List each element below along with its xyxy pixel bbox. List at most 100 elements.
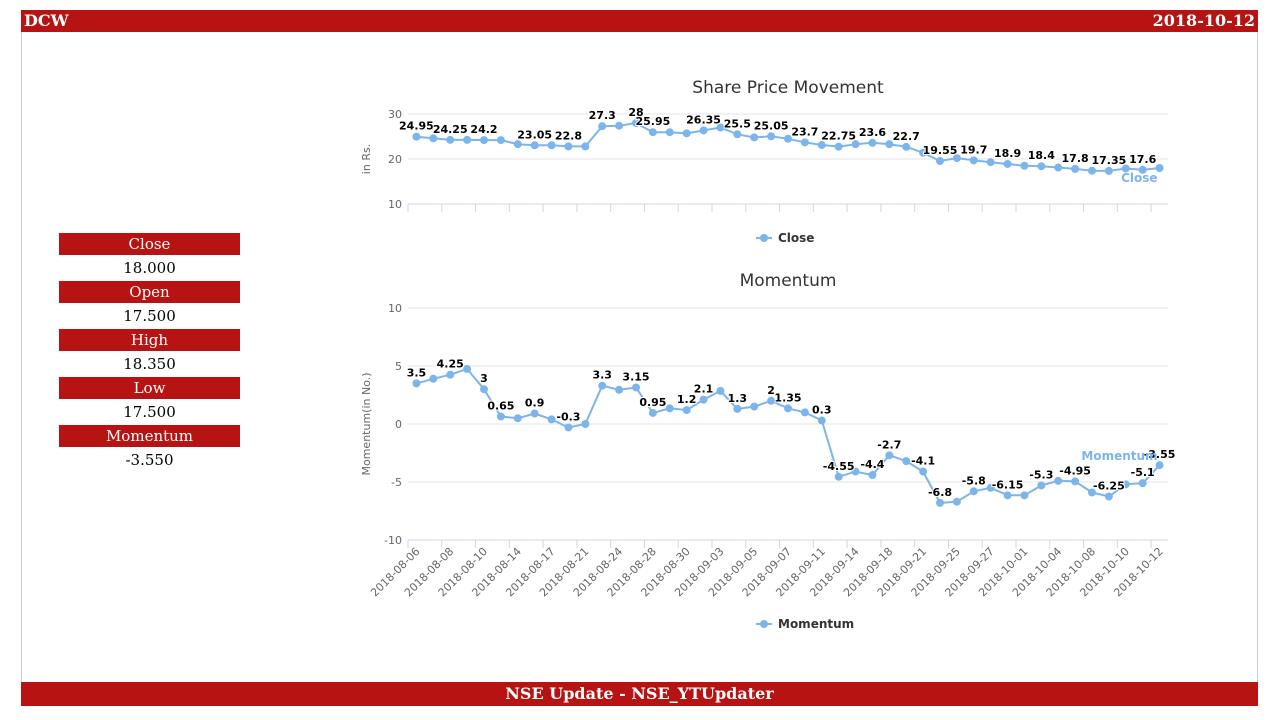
data-point[interactable] — [1155, 461, 1164, 470]
data-point[interactable] — [463, 135, 472, 144]
data-point[interactable] — [699, 126, 708, 135]
data-point[interactable] — [648, 128, 657, 137]
data-point[interactable] — [817, 141, 826, 150]
data-point[interactable] — [750, 402, 759, 411]
data-point[interactable] — [1138, 165, 1147, 174]
data-point[interactable] — [463, 364, 472, 373]
data-point[interactable] — [598, 381, 607, 390]
data-point[interactable] — [1003, 159, 1012, 168]
data-point[interactable] — [902, 457, 911, 466]
data-point[interactable] — [851, 467, 860, 476]
data-label: 18.4 — [1028, 149, 1055, 162]
data-point[interactable] — [767, 132, 776, 141]
data-point[interactable] — [936, 498, 944, 507]
data-point[interactable] — [1104, 492, 1113, 501]
data-point[interactable] — [716, 386, 725, 395]
data-point[interactable] — [767, 396, 776, 405]
data-point[interactable] — [598, 122, 607, 131]
data-point[interactable] — [1020, 491, 1029, 500]
data-label: 23.6 — [859, 126, 886, 139]
data-point[interactable] — [564, 142, 573, 151]
data-point[interactable] — [1088, 488, 1096, 497]
data-point[interactable] — [564, 423, 573, 432]
data-point[interactable] — [412, 379, 421, 388]
data-point[interactable] — [969, 156, 978, 165]
data-point[interactable] — [1003, 491, 1012, 500]
data-point[interactable] — [496, 412, 505, 421]
data-point[interactable] — [952, 154, 961, 163]
data-point[interactable] — [919, 148, 928, 157]
data-point[interactable] — [817, 416, 826, 425]
data-label: 22.7 — [893, 130, 920, 143]
data-point[interactable] — [784, 134, 792, 143]
data-label: 19.7 — [960, 143, 987, 156]
data-point[interactable] — [1088, 166, 1096, 175]
data-point[interactable] — [1138, 479, 1147, 488]
data-point[interactable] — [851, 140, 860, 149]
data-point[interactable] — [530, 409, 539, 418]
data-point[interactable] — [885, 140, 894, 149]
data-point[interactable] — [902, 142, 911, 151]
data-point[interactable] — [429, 374, 438, 383]
data-point[interactable] — [496, 136, 505, 145]
data-point[interactable] — [936, 157, 944, 166]
data-point[interactable] — [615, 385, 624, 394]
data-point[interactable] — [480, 136, 488, 145]
data-label: 4.25 — [437, 358, 464, 371]
data-point[interactable] — [699, 395, 708, 404]
momentum-legend[interactable]: Momentum — [756, 617, 854, 631]
data-point[interactable] — [986, 158, 995, 167]
data-point[interactable] — [784, 404, 792, 413]
data-point[interactable] — [530, 141, 539, 150]
data-point[interactable] — [1037, 481, 1046, 490]
data-point[interactable] — [800, 408, 809, 417]
data-label: 27.3 — [589, 109, 616, 122]
data-point[interactable] — [1104, 166, 1113, 175]
data-point[interactable] — [682, 406, 691, 415]
data-point[interactable] — [868, 471, 877, 480]
data-point[interactable] — [1071, 164, 1080, 173]
data-point[interactable] — [615, 121, 624, 130]
data-point[interactable] — [648, 408, 657, 417]
data-point[interactable] — [412, 132, 421, 141]
data-point[interactable] — [446, 370, 455, 379]
data-point[interactable] — [733, 404, 742, 413]
data-point[interactable] — [513, 414, 522, 423]
data-point[interactable] — [733, 130, 742, 139]
data-point[interactable] — [885, 451, 894, 460]
data-point[interactable] — [834, 472, 843, 481]
data-point[interactable] — [1037, 162, 1046, 171]
data-point[interactable] — [632, 383, 640, 392]
data-point[interactable] — [581, 142, 590, 151]
data-point[interactable] — [480, 385, 488, 394]
data-point[interactable] — [750, 133, 759, 142]
data-point[interactable] — [1155, 164, 1164, 172]
data-point[interactable] — [513, 140, 522, 149]
data-point[interactable] — [547, 415, 556, 424]
data-point[interactable] — [952, 497, 961, 506]
data-point[interactable] — [919, 467, 928, 476]
data-point[interactable] — [1054, 163, 1063, 172]
data-point[interactable] — [1121, 164, 1130, 173]
data-point[interactable] — [547, 141, 556, 150]
y-tick-label: 30 — [388, 108, 402, 121]
data-point[interactable] — [1121, 480, 1130, 489]
data-point[interactable] — [834, 142, 843, 151]
price-legend[interactable]: Close — [756, 231, 814, 245]
data-point[interactable] — [581, 420, 590, 428]
data-point[interactable] — [969, 487, 978, 496]
data-point[interactable] — [1071, 477, 1080, 486]
data-point[interactable] — [665, 128, 674, 137]
data-point[interactable] — [682, 129, 691, 138]
data-point[interactable] — [1020, 161, 1029, 170]
data-point[interactable] — [716, 123, 725, 132]
data-point[interactable] — [665, 404, 674, 413]
data-point[interactable] — [868, 138, 877, 147]
data-point[interactable] — [986, 483, 995, 492]
data-point[interactable] — [632, 119, 640, 127]
data-point[interactable] — [800, 138, 809, 147]
data-point[interactable] — [1054, 476, 1063, 485]
data-label: -3.55 — [1144, 448, 1176, 461]
data-point[interactable] — [446, 135, 455, 144]
data-point[interactable] — [429, 134, 438, 143]
